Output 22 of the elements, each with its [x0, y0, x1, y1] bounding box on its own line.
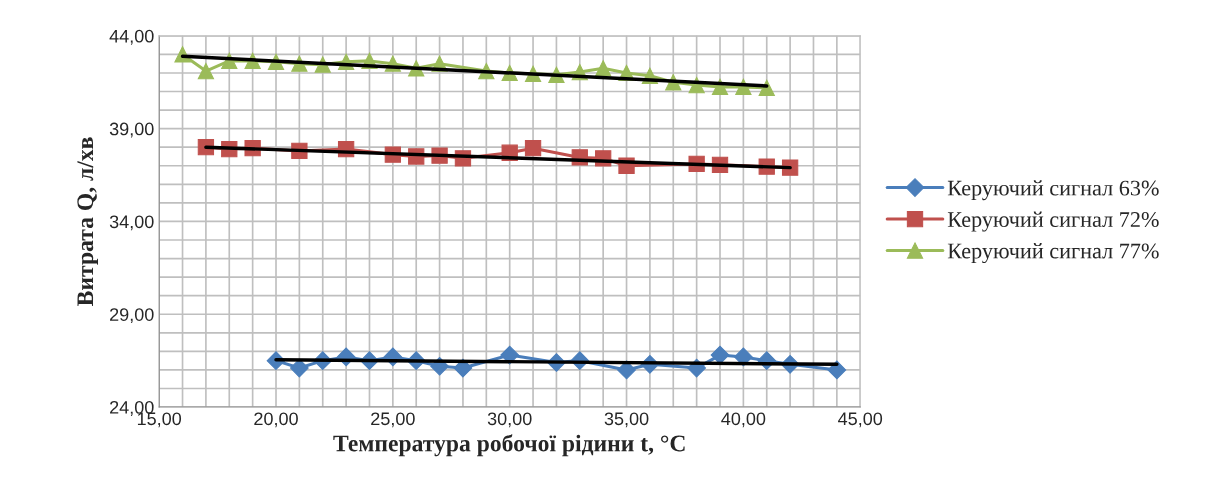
legend-label: Керуючий сигнал 72%	[947, 211, 1159, 232]
point	[197, 62, 215, 80]
x-tick-label: 30,00	[487, 412, 532, 428]
x-tick-label: 20,00	[254, 412, 298, 428]
point	[734, 347, 753, 367]
point	[617, 360, 636, 380]
x-tick-label: 25,00	[371, 412, 415, 428]
point	[524, 139, 542, 157]
x-tick-label: 35,00	[604, 412, 649, 428]
x-tick-label: 40,00	[721, 412, 766, 428]
y-tick-label: 39,00	[109, 122, 154, 138]
legend-label: Керуючий сигнал 63%	[947, 180, 1159, 201]
y-axis-title: Витрата Q, л/хв	[77, 137, 99, 306]
y-tick-label: 29,00	[110, 308, 154, 324]
x-tick-label: 45,00	[838, 412, 883, 428]
point	[595, 60, 612, 77]
point	[710, 345, 730, 365]
legend-label: Керуючий сигнал 77%	[947, 243, 1159, 264]
x-axis-title: Температура робочої рідини t, °C	[333, 434, 685, 457]
y-tick-label: 34,00	[109, 215, 154, 231]
y-tick-label: 44,00	[109, 29, 154, 45]
point	[827, 360, 847, 380]
